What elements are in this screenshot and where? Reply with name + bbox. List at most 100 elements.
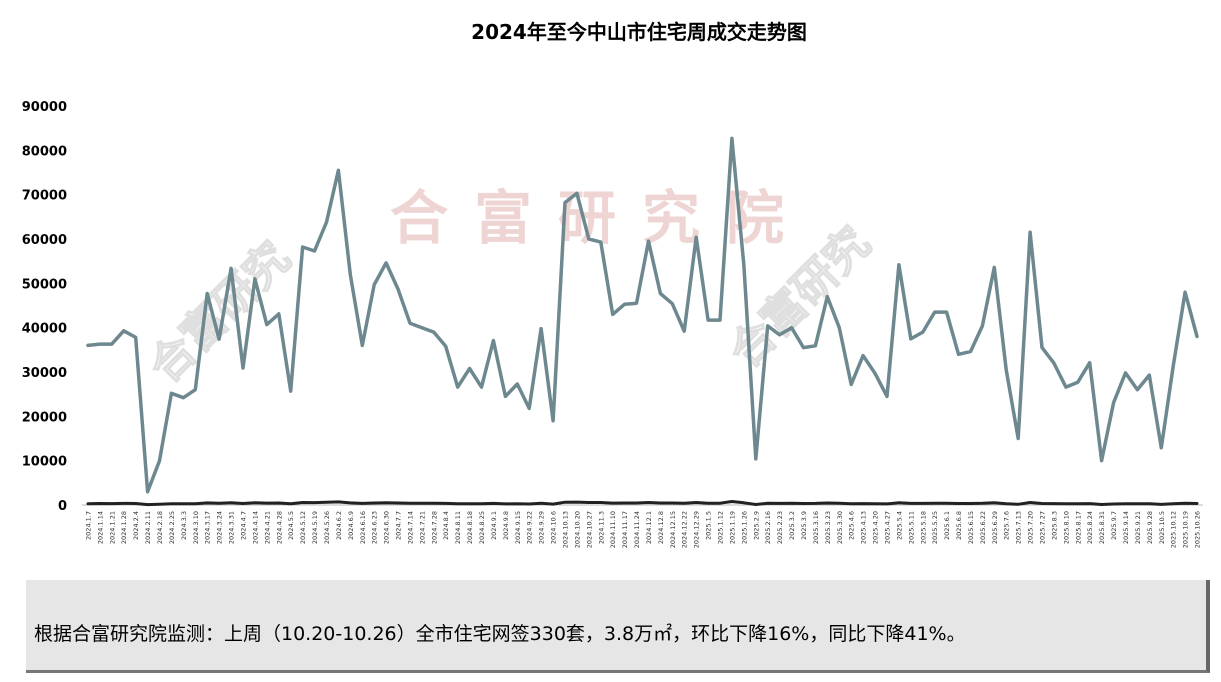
data-point (874, 502, 876, 505)
data-point (504, 395, 507, 398)
x-tick-label: 2025.10.26 (1194, 511, 1202, 548)
data-point (826, 295, 829, 298)
data-point (433, 331, 435, 333)
data-point (743, 502, 745, 504)
data-point (242, 502, 244, 505)
watermark-main: 合富研究院 (390, 184, 810, 252)
data-point (1124, 372, 1127, 374)
data-point (1077, 381, 1079, 384)
data-point (981, 502, 984, 505)
data-point (468, 502, 471, 505)
data-point (886, 503, 888, 505)
watermark-left: 合富研究 (140, 232, 301, 393)
data-point (349, 273, 352, 276)
x-tick-label: 2024.2.18 (156, 511, 164, 544)
data-point (278, 313, 280, 315)
data-point (695, 236, 697, 238)
x-tick-label: 2025.9.14 (1122, 511, 1130, 544)
x-tick-label: 2024.12.29 (693, 511, 701, 548)
data-point (146, 490, 149, 493)
data-point (588, 238, 590, 240)
chart-title: 2024年至今中山市住宅周成交走势图 (471, 20, 807, 44)
x-tick-label: 2024.9.8 (502, 511, 510, 540)
data-point (194, 388, 197, 391)
data-point (1088, 502, 1091, 505)
data-point (146, 503, 149, 506)
data-point (1017, 503, 1019, 506)
x-tick-label: 2025.4.13 (860, 511, 868, 544)
data-point (242, 367, 244, 369)
data-point (289, 503, 292, 505)
x-tick-label: 2024.6.23 (371, 511, 379, 544)
watermark: 合富研究院 合富研究 合富研究 (139, 184, 881, 393)
y-tick-label: 70000 (22, 189, 67, 204)
x-tick-label: 2024.12.8 (657, 511, 665, 544)
x-tick-label: 2024.7.28 (430, 511, 438, 544)
data-point (862, 502, 864, 505)
x-tick-label: 2024.9.22 (526, 511, 534, 544)
x-tick-label: 2024.12.1 (645, 511, 653, 544)
x-tick-label: 2024.4.28 (275, 511, 283, 544)
data-point (1065, 503, 1067, 505)
data-point (743, 264, 745, 267)
data-point (635, 502, 638, 504)
x-tick-label: 2025.4.27 (883, 511, 891, 544)
data-point (1053, 362, 1055, 364)
x-tick-label: 2024.2.25 (168, 511, 176, 544)
x-tick-label: 2025.6.15 (967, 511, 975, 544)
data-point (444, 502, 447, 505)
data-point (814, 345, 817, 347)
x-tick-label: 2025.7.13 (1015, 511, 1023, 544)
data-point (206, 502, 208, 504)
y-tick-label: 80000 (22, 144, 67, 159)
x-tick-label: 2025.4.20 (872, 511, 880, 544)
data-point (1041, 502, 1043, 505)
series-line-area (86, 136, 1199, 494)
x-tick-label: 2024.5.26 (323, 511, 331, 544)
data-point (170, 392, 173, 395)
data-point (254, 502, 256, 504)
x-tick-label: 2025.10.5 (1158, 511, 1166, 544)
data-point (850, 383, 852, 386)
data-point (659, 502, 662, 504)
data-point (790, 502, 793, 505)
series-line-units (86, 500, 1199, 507)
data-point (1196, 502, 1198, 505)
data-point (301, 501, 304, 504)
data-point (182, 396, 185, 399)
x-tick-label: 2025.6.8 (955, 511, 963, 540)
data-point (516, 383, 519, 385)
data-point (707, 319, 709, 321)
data-point (933, 502, 936, 505)
x-tick-label: 2024.10.27 (585, 511, 593, 548)
x-tick-label: 2024.10.20 (573, 511, 581, 548)
data-point (456, 386, 459, 388)
x-tick-label: 2024.7.21 (418, 511, 426, 544)
x-tick-label: 2025.1.5 (705, 511, 713, 540)
line-chart: 合富研究院 合富研究 合富研究 0 10000 20000 30000 40000 500… (22, 100, 1203, 548)
data-point (623, 303, 626, 306)
data-point (910, 338, 912, 340)
x-tick-label: 2025.6.29 (991, 511, 999, 544)
data-point (397, 288, 399, 290)
x-axis: 2024.1.7 2024.1.14 2024.1.21 2024.1.28 2024.… (82, 504, 1203, 548)
data-point (766, 502, 769, 505)
data-point (922, 331, 924, 333)
data-point (1005, 369, 1007, 371)
x-tick-label: 2025.2.16 (764, 511, 772, 544)
data-point (886, 395, 888, 398)
data-point (468, 367, 471, 370)
x-tick-label: 2025.8.3 (1050, 511, 1058, 540)
x-tick-label: 2025.6.1 (943, 511, 951, 540)
x-tick-label: 2024.4.7 (239, 511, 247, 540)
y-tick-label: 0 (58, 499, 67, 514)
y-tick-label: 30000 (22, 366, 67, 381)
data-point (1100, 459, 1103, 462)
data-point (969, 350, 972, 353)
x-tick-label: 2024.8.4 (442, 511, 450, 540)
x-tick-label: 2025.7.27 (1039, 511, 1047, 544)
data-point (349, 502, 352, 504)
x-tick-label: 2024.9.15 (514, 511, 522, 544)
x-tick-label: 2024.7.7 (395, 511, 403, 540)
x-tick-label: 2024.12.22 (681, 511, 689, 548)
